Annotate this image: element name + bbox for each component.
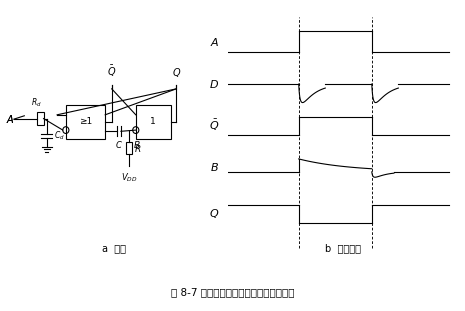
Text: $Q$: $Q$ xyxy=(172,66,181,79)
Text: $\bar{Q}$: $\bar{Q}$ xyxy=(107,64,116,79)
Text: $D$: $D$ xyxy=(209,78,219,90)
Text: ≥1: ≥1 xyxy=(79,117,92,126)
Text: $C_d$: $C_d$ xyxy=(54,130,65,142)
Bar xyxy=(136,104,171,139)
Text: 1: 1 xyxy=(150,117,156,126)
Text: $A$: $A$ xyxy=(210,36,219,49)
Text: $R$: $R$ xyxy=(134,143,141,154)
Bar xyxy=(37,112,44,125)
Text: $C$: $C$ xyxy=(115,139,123,150)
Bar xyxy=(126,142,132,154)
Text: $V_{DD}$: $V_{DD}$ xyxy=(121,171,138,184)
Bar xyxy=(66,104,105,139)
Text: a  电路: a 电路 xyxy=(102,243,126,253)
Text: b  工作波形: b 工作波形 xyxy=(325,243,361,253)
Text: 图 8-7 微分型单稳态触发器及其工作波形: 图 8-7 微分型单稳态触发器及其工作波形 xyxy=(171,287,294,297)
Text: $\bar{Q}$: $\bar{Q}$ xyxy=(209,118,219,133)
Text: $B$: $B$ xyxy=(210,161,219,173)
Text: $B$: $B$ xyxy=(133,139,141,150)
Text: $Q$: $Q$ xyxy=(209,207,219,220)
Text: $A$: $A$ xyxy=(6,113,14,125)
Text: $A$: $A$ xyxy=(6,113,14,125)
Text: $R_d$: $R_d$ xyxy=(31,97,42,109)
